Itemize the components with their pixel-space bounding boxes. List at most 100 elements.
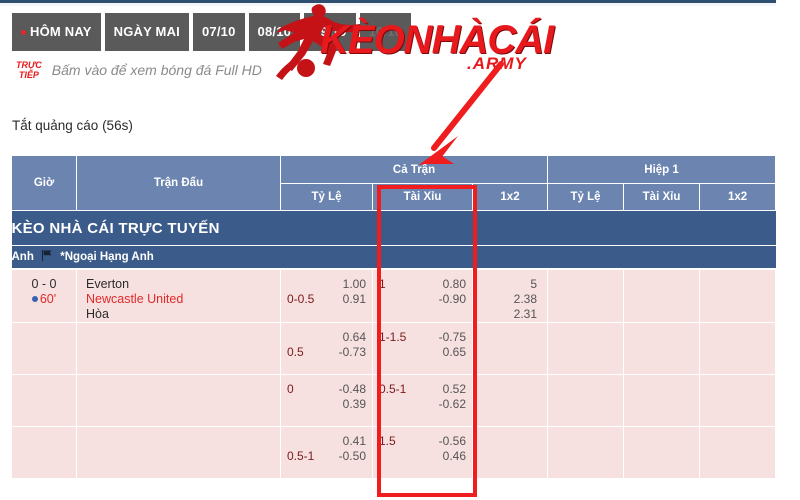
cell-time xyxy=(11,426,77,479)
table-header-row-sub: Tỷ Lệ Tài Xỉu 1x2 Tỷ Lệ Tài Xỉu 1x2 xyxy=(12,183,777,211)
handicap-odds-home: 0.41 xyxy=(342,434,366,448)
table-row[interactable]: 0.5 0.64 -0.73 1-1.5 -0.75 0.65 xyxy=(11,322,777,375)
table-row[interactable]: 0 - 0 60' Everton Newcastle United Hòa 0… xyxy=(11,268,777,323)
odds-x: 2.38 xyxy=(513,292,538,306)
overunder-line: 1 xyxy=(379,277,386,291)
league-name: *Ngoại Hạng Anh xyxy=(60,251,154,263)
cell-match xyxy=(76,322,281,375)
date-tab-label: NGÀY MAI xyxy=(113,24,180,39)
odds-2: 2.31 xyxy=(513,307,538,321)
th-fh-overunder: Tài Xỉu xyxy=(623,183,701,211)
handicap-odds-away: 0.91 xyxy=(342,292,366,306)
th-fh-handicap: Tỷ Lệ xyxy=(547,183,625,211)
date-tab-label: 07/10 xyxy=(201,24,236,39)
handicap-line: 0.5 xyxy=(287,345,304,359)
overunder-odds-over: -0.75 xyxy=(438,330,466,344)
cell-ft-1x2[interactable]: 5 2.38 2.31 xyxy=(471,268,549,323)
date-tab-0910[interactable]: 09/10 xyxy=(304,13,356,51)
cell-ft-overunder[interactable]: 1 0.80 -0.90 xyxy=(372,268,473,323)
cell-ft-1x2[interactable] xyxy=(471,426,549,479)
league-country: Anh xyxy=(11,251,34,263)
cell-ft-handicap[interactable]: 0.5 0.64 -0.73 xyxy=(280,322,373,375)
handicap-odds-home: 0.64 xyxy=(342,330,366,344)
cell-ft-1x2[interactable] xyxy=(471,322,549,375)
logo-suffix: .ARMY xyxy=(467,54,527,73)
odds-1: 5 xyxy=(530,277,538,291)
section-banner: KÈO NHÀ CÁI TRỰC TUYẾN xyxy=(11,210,776,246)
match-minute: 60' xyxy=(39,292,57,306)
cell-fh-handicap[interactable] xyxy=(547,322,625,375)
table-header-row-top: Giờ Trận Đấu Cả Trận Hiệp 1 xyxy=(11,155,777,211)
overunder-odds-under: -0.62 xyxy=(438,397,466,411)
live-badge-line1: TRỰC xyxy=(16,60,42,70)
overunder-line: 1-1.5 xyxy=(379,330,407,344)
cell-fh-1x2[interactable] xyxy=(699,322,777,375)
overunder-line: 1.5 xyxy=(379,434,396,448)
overunder-odds-over: 0.52 xyxy=(442,382,466,396)
th-ft-overunder: Tài Xỉu xyxy=(372,183,473,211)
cell-ft-1x2[interactable] xyxy=(471,374,549,427)
live-dot-icon xyxy=(21,29,26,35)
date-tab-label: 10/10 xyxy=(368,24,403,39)
overunder-line: 0.5-1 xyxy=(379,382,407,396)
date-tab-1010[interactable]: 10/10 xyxy=(359,13,412,51)
handicap-odds-away: -0.73 xyxy=(338,345,366,359)
th-ft-1x2: 1x2 xyxy=(471,183,549,211)
overunder-odds-over: 0.80 xyxy=(442,277,466,291)
league-row[interactable]: Anh *Ngoại Hạng Anh xyxy=(11,245,776,270)
cell-fh-overunder[interactable] xyxy=(623,426,701,479)
cell-time xyxy=(11,374,77,427)
cell-match xyxy=(76,426,281,479)
live-status-icon xyxy=(31,296,38,302)
cell-fh-1x2[interactable] xyxy=(699,374,777,427)
cell-ft-handicap[interactable]: 0-0.5 1.00 0.91 xyxy=(280,268,373,323)
cell-ft-overunder[interactable]: 0.5-1 0.52 -0.62 xyxy=(372,374,473,427)
overunder-odds-over: -0.56 xyxy=(438,434,466,448)
date-tab-today[interactable]: HÔM NAY xyxy=(12,13,101,51)
cell-match: Everton Newcastle United Hòa xyxy=(76,268,281,323)
table-row[interactable]: 0 -0.48 0.39 0.5-1 0.52 -0.62 xyxy=(11,374,777,427)
cell-match xyxy=(76,374,281,427)
cell-fh-handicap[interactable] xyxy=(547,268,625,323)
cell-fh-handicap[interactable] xyxy=(547,426,625,479)
cell-ft-handicap[interactable]: 0.5-1 0.41 -0.50 xyxy=(280,426,373,479)
cell-fh-1x2[interactable] xyxy=(699,268,777,323)
top-strip-highlight xyxy=(0,3,800,6)
date-tab-bar: HÔM NAY NGÀY MAI 07/10 08/10 09/10 10/10 xyxy=(12,13,412,51)
cell-fh-1x2[interactable] xyxy=(699,426,777,479)
cell-ft-handicap[interactable]: 0 -0.48 0.39 xyxy=(280,374,373,427)
date-tab-label: 08/10 xyxy=(257,24,292,39)
live-badge: TRỰC TIẾP xyxy=(16,60,42,80)
overunder-odds-under: 0.65 xyxy=(442,345,466,359)
match-score: 0 - 0 xyxy=(31,277,57,291)
cell-ft-overunder[interactable]: 1-1.5 -0.75 0.65 xyxy=(372,322,473,375)
live-stream-link[interactable]: TRỰC TIẾP Bấm vào để xem bóng đá Full HD xyxy=(16,60,262,80)
flag-icon xyxy=(41,250,53,264)
handicap-line: 0.5-1 xyxy=(287,449,315,463)
handicap-odds-home: -0.48 xyxy=(338,382,366,396)
away-team[interactable]: Newcastle United xyxy=(86,292,184,306)
handicap-odds-home: 1.00 xyxy=(342,277,366,291)
right-gutter xyxy=(776,0,800,500)
cell-time: 0 - 0 60' xyxy=(11,268,77,323)
home-team: Everton xyxy=(86,277,130,291)
date-tab-0810[interactable]: 08/10 xyxy=(248,13,301,51)
league-header[interactable]: Anh *Ngoại Hạng Anh xyxy=(11,245,776,270)
cell-fh-overunder[interactable] xyxy=(623,268,701,323)
cell-fh-handicap[interactable] xyxy=(547,374,625,427)
date-tab-0710[interactable]: 07/10 xyxy=(192,13,245,51)
close-ad-countdown[interactable]: Tắt quảng cáo (56s) xyxy=(12,118,133,133)
date-tab-tomorrow[interactable]: NGÀY MAI xyxy=(104,13,189,51)
cell-time xyxy=(11,322,77,375)
cell-ft-overunder[interactable]: 1.5 -0.56 0.46 xyxy=(372,426,473,479)
cell-fh-overunder[interactable] xyxy=(623,374,701,427)
th-match: Trận Đấu xyxy=(76,155,281,211)
live-stream-text: Bấm vào để xem bóng đá Full HD xyxy=(51,62,262,78)
handicap-line: 0-0.5 xyxy=(287,292,315,306)
th-fh-1x2: 1x2 xyxy=(699,183,777,211)
draw-label: Hòa xyxy=(86,307,109,321)
cell-fh-overunder[interactable] xyxy=(623,322,701,375)
table-row[interactable]: 0.5-1 0.41 -0.50 1.5 -0.56 0.46 xyxy=(11,426,777,479)
section-banner-row: KÈO NHÀ CÁI TRỰC TUYẾN xyxy=(11,210,776,246)
odds-table: Giờ Trận Đấu Cả Trận Hiệp 1 Tỷ Lệ Tài Xỉ… xyxy=(11,155,777,479)
